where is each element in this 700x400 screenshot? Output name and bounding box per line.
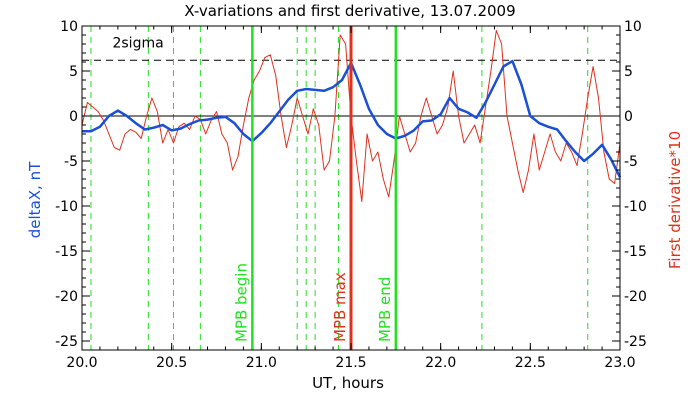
y-left-tick-label: -20: [55, 289, 78, 305]
y-left-tick-label: -15: [55, 244, 78, 260]
y-right-tick-label: 0: [624, 109, 633, 125]
x-tick-label: 21.0: [246, 355, 277, 371]
y-right-tick-label: -25: [624, 334, 647, 350]
y-right-tick-label: 5: [624, 64, 633, 80]
y-right-tick-label: -5: [624, 154, 638, 170]
y-right-tick-label: -10: [624, 199, 647, 215]
y-left-tick-label: -10: [55, 199, 78, 215]
y-axis-left-title: deltaX, nT: [26, 161, 44, 238]
chart-title: X-variations and first derivative, 13.07…: [184, 2, 515, 20]
y-left-tick-label: -25: [55, 334, 78, 350]
y-left-tick-label: 0: [69, 109, 78, 125]
x-tick-label: 20.0: [66, 355, 97, 371]
plot-area: 2sigma MPB begin MPB max MPB end 20.0 20.5 21.…: [55, 19, 647, 371]
y-left-tick-label: -5: [64, 154, 78, 170]
y-left-tick-label: 10: [60, 19, 78, 35]
x-axis-title: UT, hours: [312, 374, 384, 392]
x-tick-label: 22.5: [515, 355, 546, 371]
two-sigma-label: 2sigma: [112, 36, 163, 52]
mpb-max-label: MPB max: [331, 272, 349, 342]
x-tick-label: 21.5: [335, 355, 366, 371]
x-tick-label: 22.0: [425, 355, 456, 371]
y-left-tick-label: 5: [69, 64, 78, 80]
mpb-begin-label: MPB begin: [232, 263, 250, 342]
y-right-tick-label: 10: [624, 19, 642, 35]
x-tick-label: 20.5: [156, 355, 187, 371]
mpb-end-label: MPB end: [376, 277, 394, 342]
y-axis-right-title: First derivative*10: [666, 131, 684, 269]
y-right-tick-label: -15: [624, 244, 647, 260]
x-tick-label: 23.0: [604, 355, 635, 371]
y-right-tick-label: -20: [624, 289, 647, 305]
